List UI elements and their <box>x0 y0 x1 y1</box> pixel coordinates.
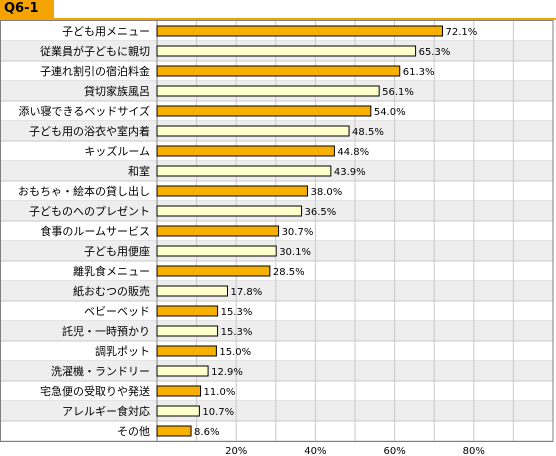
category-label: おもちゃ・絵本の貸し出し <box>18 184 150 198</box>
plot-frame <box>0 20 554 442</box>
category-label: 子ども用の浴衣や室内着 <box>29 124 150 138</box>
category-label: 離乳食メニュー <box>73 264 150 278</box>
bar <box>156 205 303 217</box>
category-label: その他 <box>117 425 150 438</box>
bar <box>156 345 217 357</box>
category-label: 食事のルームサービス <box>40 224 150 238</box>
value-label: 11.0% <box>204 387 236 398</box>
bar <box>156 85 380 97</box>
bar <box>156 325 219 337</box>
value-label: 43.9% <box>334 167 366 178</box>
value-label: 72.1% <box>446 27 478 38</box>
bar <box>156 265 271 277</box>
value-label: 48.5% <box>352 127 384 138</box>
bar <box>156 25 444 37</box>
category-label: 添い寝できるベッドサイズ <box>19 104 150 118</box>
category-label: 貸切家族風呂 <box>84 84 150 98</box>
value-label: 44.8% <box>337 147 369 158</box>
category-label: アレルギー食対応 <box>62 404 150 418</box>
category-label: 子どものへのプレゼント <box>29 205 150 218</box>
value-label: 15.0% <box>219 347 251 358</box>
category-label: ベビーベッド <box>84 305 150 318</box>
value-label: 54.0% <box>374 107 406 118</box>
bar <box>156 125 350 137</box>
value-label: 38.0% <box>310 187 342 198</box>
bar <box>156 245 277 257</box>
value-label: 10.7% <box>202 407 234 418</box>
value-label: 8.6% <box>194 427 219 438</box>
value-label: 65.3% <box>419 47 451 58</box>
category-label: 洗濯機・ランドリー <box>51 364 150 378</box>
bar <box>156 225 280 237</box>
category-label: 子ども用便座 <box>84 244 150 258</box>
x-tick-label: 80% <box>463 446 485 456</box>
value-label: 36.5% <box>305 207 337 218</box>
bar <box>156 385 202 397</box>
category-label: キッズルーム <box>84 144 150 158</box>
value-label: 12.9% <box>211 367 243 378</box>
x-tick-label: 20% <box>225 446 247 456</box>
category-label: 紙おむつの販売 <box>73 284 150 298</box>
value-label: 15.3% <box>221 307 253 318</box>
value-label: 30.1% <box>279 247 311 258</box>
bar <box>156 105 372 117</box>
bar <box>156 305 219 317</box>
bar <box>156 365 209 377</box>
category-label: 和室 <box>128 164 150 178</box>
value-label: 30.7% <box>282 227 314 238</box>
row-band <box>0 321 553 341</box>
category-label: 子ども用メニュー <box>62 25 150 38</box>
question-label: Q6-1 <box>0 0 54 18</box>
category-label: 宅急便の受取りや発送 <box>40 384 150 398</box>
value-label: 56.1% <box>382 87 414 98</box>
bar <box>156 45 417 57</box>
bar <box>156 165 332 177</box>
bar <box>156 65 401 77</box>
bar <box>156 285 228 297</box>
bar <box>156 145 335 157</box>
bar <box>156 425 192 437</box>
value-label: 28.5% <box>273 267 305 278</box>
x-tick-label: 40% <box>304 446 326 456</box>
row-band <box>0 361 553 381</box>
row-band <box>0 281 553 301</box>
value-label: 61.3% <box>403 67 435 78</box>
value-label: 17.8% <box>230 287 262 298</box>
category-label: 従業員が子どもに親切 <box>40 44 150 58</box>
row-band <box>0 401 553 421</box>
x-tick-label: 60% <box>383 446 405 456</box>
bar <box>156 405 200 417</box>
value-label: 15.3% <box>221 327 253 338</box>
category-label: 子連れ割引の宿泊料金 <box>40 64 150 78</box>
header-rule <box>0 18 556 20</box>
category-label: 託児・一時預かり <box>62 324 150 338</box>
bar <box>156 185 308 197</box>
category-label: 調乳ポット <box>95 344 150 358</box>
